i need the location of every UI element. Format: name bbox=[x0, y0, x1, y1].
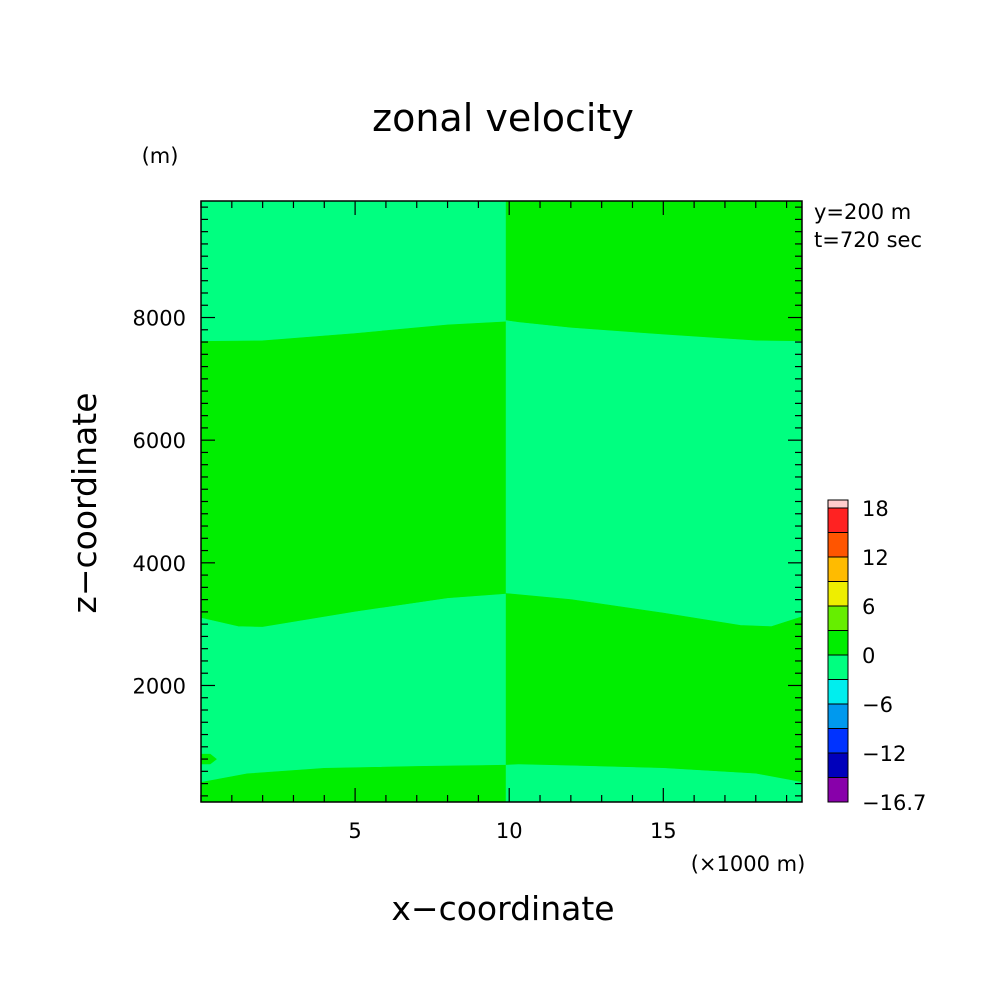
colorbar-segment bbox=[827, 605, 849, 631]
y-unit-label: (m) bbox=[142, 144, 179, 168]
axis-ticks bbox=[200, 201, 802, 802]
colorbar-label: 6 bbox=[862, 595, 875, 619]
contour-region-5 bbox=[505, 320, 803, 627]
colorbar-segment bbox=[827, 654, 849, 680]
x-tick-label: 15 bbox=[650, 819, 677, 843]
y-tick-labels: 2000 4000 6000 8000 bbox=[133, 307, 186, 699]
contour-region-0 bbox=[200, 200, 507, 342]
colorbar-label: −12 bbox=[862, 742, 906, 766]
colorbar-segment bbox=[827, 752, 849, 778]
colorbar bbox=[827, 499, 849, 803]
info-line-y: y=200 m bbox=[814, 200, 911, 224]
colorbar-segment bbox=[827, 581, 849, 607]
colorbar-label: −16.7 bbox=[862, 791, 926, 815]
contour-region-4 bbox=[505, 200, 803, 342]
y-tick-label: 8000 bbox=[133, 307, 186, 331]
contour-region-1 bbox=[200, 321, 507, 628]
colorbar-cap bbox=[827, 499, 849, 509]
colorbar-segment bbox=[827, 777, 849, 803]
colorbar-segment bbox=[827, 532, 849, 558]
y-tick-label: 2000 bbox=[133, 674, 186, 698]
x-tick-labels: 5 10 15 bbox=[348, 819, 676, 843]
x-axis-label: x−coordinate bbox=[391, 889, 614, 928]
colorbar-segment bbox=[827, 679, 849, 705]
y-tick-label: 4000 bbox=[133, 552, 186, 576]
chart-title: zonal velocity bbox=[372, 96, 634, 140]
x-unit-label: (×1000 m) bbox=[691, 852, 806, 876]
plot-frame bbox=[200, 200, 803, 803]
colorbar-label: 0 bbox=[862, 644, 875, 668]
colorbar-labels: 18 12 6 0 −6 −12 −16.7 bbox=[862, 497, 926, 815]
y-tick-label: 6000 bbox=[133, 429, 186, 453]
x-tick-label: 10 bbox=[496, 819, 523, 843]
colorbar-label: 18 bbox=[862, 497, 889, 521]
colorbar-segment bbox=[827, 556, 849, 582]
info-line-t: t=720 sec bbox=[814, 228, 922, 252]
contour-regions bbox=[200, 200, 803, 803]
y-axis-label: z−coordinate bbox=[65, 393, 104, 614]
x-tick-label: 5 bbox=[348, 819, 361, 843]
colorbar-segment bbox=[827, 703, 849, 729]
colorbar-label: −6 bbox=[862, 693, 893, 717]
colorbar-segment bbox=[827, 507, 849, 533]
colorbar-segment bbox=[827, 630, 849, 656]
colorbar-segment bbox=[827, 728, 849, 754]
colorbar-label: 12 bbox=[862, 546, 889, 570]
